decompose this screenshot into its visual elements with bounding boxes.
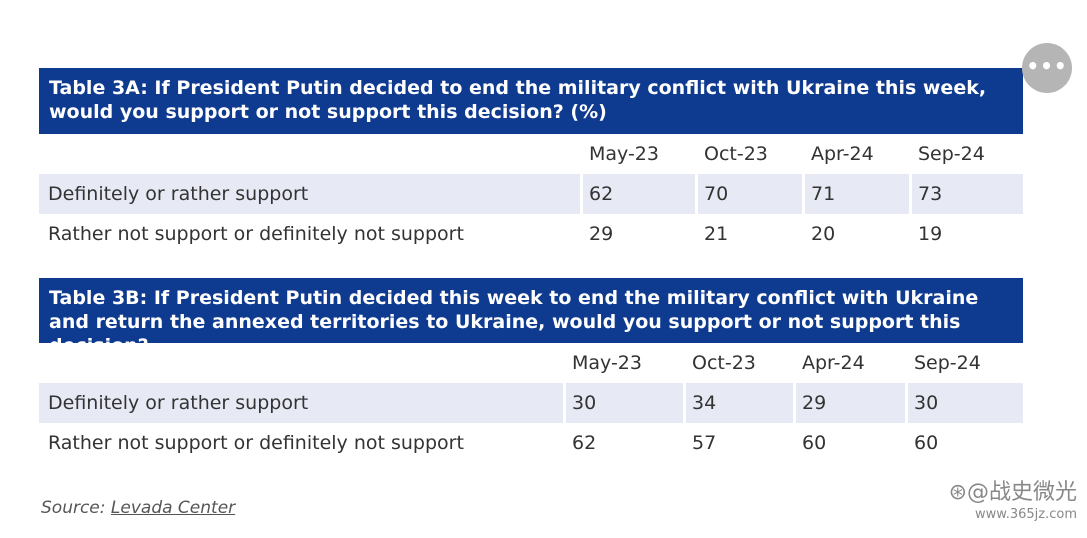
table-3b-grid: May-23 Oct-23 Apr-24 Sep-24 Definitely o… — [39, 343, 1023, 463]
source-prefix: Source: — [41, 498, 106, 518]
table-cell: 29 — [589, 223, 614, 245]
table-cell: 29 — [793, 383, 826, 423]
table-cell: 71 — [802, 174, 835, 214]
column-header: Oct-23 — [704, 143, 768, 165]
column-header: Sep-24 — [914, 352, 981, 374]
table-3a-title: Table 3A: If President Putin decided to … — [39, 68, 1023, 134]
row-label: Rather not support or definitely not sup… — [48, 432, 464, 454]
table-cell: 30 — [563, 383, 596, 423]
source-link[interactable]: Levada Center — [110, 498, 236, 518]
watermark-url: www.365jz.com — [975, 507, 1077, 522]
watermark: ⊛@战史微光 www.365jz.com — [949, 480, 1077, 524]
column-header: Apr-24 — [802, 352, 865, 374]
table-cell: 20 — [811, 223, 836, 245]
table-3b-title: Table 3B: If President Putin decided thi… — [39, 278, 1023, 357]
row-label: Definitely or rather support — [48, 183, 309, 205]
column-header: Sep-24 — [918, 143, 985, 165]
column-header: Oct-23 — [692, 352, 756, 374]
table-3b: Table 3B: If President Putin decided thi… — [39, 278, 1023, 463]
source-note: Source: Levada Center — [41, 498, 235, 518]
watermark-text: ⊛@战史微光 — [948, 480, 1077, 505]
more-options-button[interactable]: ••• — [1022, 43, 1072, 93]
row-label: Rather not support or definitely not sup… — [48, 223, 464, 245]
table-row: Definitely or rather support 30 34 29 30 — [39, 383, 1023, 423]
table-cell: 34 — [683, 383, 716, 423]
table-3a-header-row: May-23 Oct-23 Apr-24 Sep-24 — [39, 134, 1023, 174]
table-3a-grid: May-23 Oct-23 Apr-24 Sep-24 Definitely o… — [39, 134, 1023, 254]
table-3a: Table 3A: If President Putin decided to … — [39, 68, 1023, 254]
table-row: Definitely or rather support 62 70 71 73 — [39, 174, 1023, 214]
more-dots-icon: ••• — [1026, 54, 1068, 78]
row-label: Definitely or rather support — [48, 392, 309, 414]
table-row: Rather not support or definitely not sup… — [39, 214, 1023, 254]
table-cell: 57 — [692, 432, 717, 454]
column-header: Apr-24 — [811, 143, 874, 165]
table-3b-header-row: May-23 Oct-23 Apr-24 Sep-24 — [39, 343, 1023, 383]
table-cell: 73 — [909, 174, 942, 214]
table-cell: 70 — [695, 174, 728, 214]
table-cell: 60 — [914, 432, 939, 454]
column-header: May-23 — [589, 143, 659, 165]
table-cell: 30 — [905, 383, 938, 423]
table-cell: 19 — [918, 223, 943, 245]
table-cell: 21 — [704, 223, 729, 245]
table-cell: 62 — [572, 432, 597, 454]
table-row: Rather not support or definitely not sup… — [39, 423, 1023, 463]
table-cell: 62 — [580, 174, 613, 214]
column-header: May-23 — [572, 352, 642, 374]
table-cell: 60 — [802, 432, 827, 454]
